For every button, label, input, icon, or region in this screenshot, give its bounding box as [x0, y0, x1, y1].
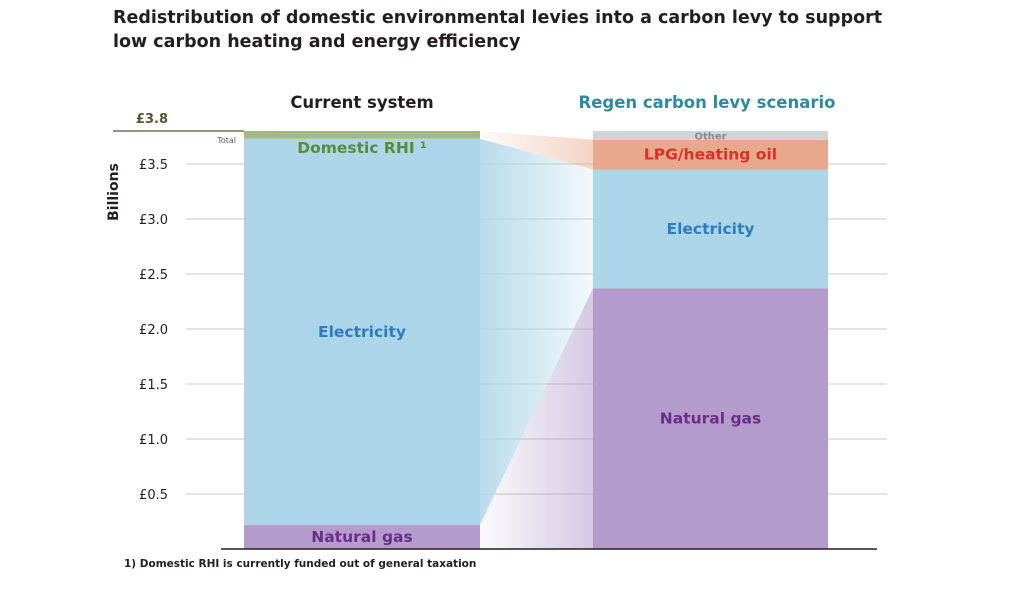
- bar1-segment-electricity: [244, 138, 480, 525]
- bar2-label-other: Other: [694, 131, 726, 142]
- bar1-segment-natural-gas: [244, 524, 480, 549]
- bar2-label-natural-gas: Natural gas: [660, 410, 761, 428]
- bar2-label-lpg-heating-oil: LPG/heating oil: [644, 146, 777, 164]
- y-axis-label: Billions: [106, 163, 122, 221]
- bar2-title: Regen carbon levy scenario: [579, 93, 836, 112]
- flow-natural-gas: [480, 288, 593, 549]
- bar2-segment-natural-gas: [593, 288, 828, 549]
- y-tick-label: £1.0: [139, 433, 168, 448]
- flow-lpg: [480, 131, 593, 170]
- total-marker-label: £3.8: [136, 112, 168, 127]
- bar2-segment-electricity: [593, 169, 828, 289]
- flow-electricity: [480, 138, 593, 525]
- y-tick-label: £3.0: [139, 213, 168, 228]
- chart-title: Redistribution of domestic environmental…: [113, 8, 883, 52]
- bar1-label-electricity: Electricity: [318, 323, 406, 341]
- bar1-label-domestic-rhi: Domestic RHI ¹: [297, 139, 427, 157]
- footnote: 1) Domestic RHI is currently funded out …: [124, 558, 477, 570]
- bar2-label-electricity: Electricity: [667, 220, 755, 238]
- bar2-segment-other: [593, 131, 828, 140]
- y-tick-label: £0.5: [139, 488, 168, 503]
- bar2-segment-lpg-heating-oil: [593, 139, 828, 170]
- y-tick-label: £2.5: [139, 268, 168, 283]
- y-tick-label: £2.0: [139, 323, 168, 338]
- y-tick-label: £1.5: [139, 378, 168, 393]
- y-tick-label: £3.5: [139, 158, 168, 173]
- bar1-segment-domestic-rhi: [244, 131, 480, 139]
- bar1-title: Current system: [290, 93, 433, 112]
- total-note: Total: [216, 136, 236, 145]
- bar1-label-natural-gas: Natural gas: [311, 528, 412, 546]
